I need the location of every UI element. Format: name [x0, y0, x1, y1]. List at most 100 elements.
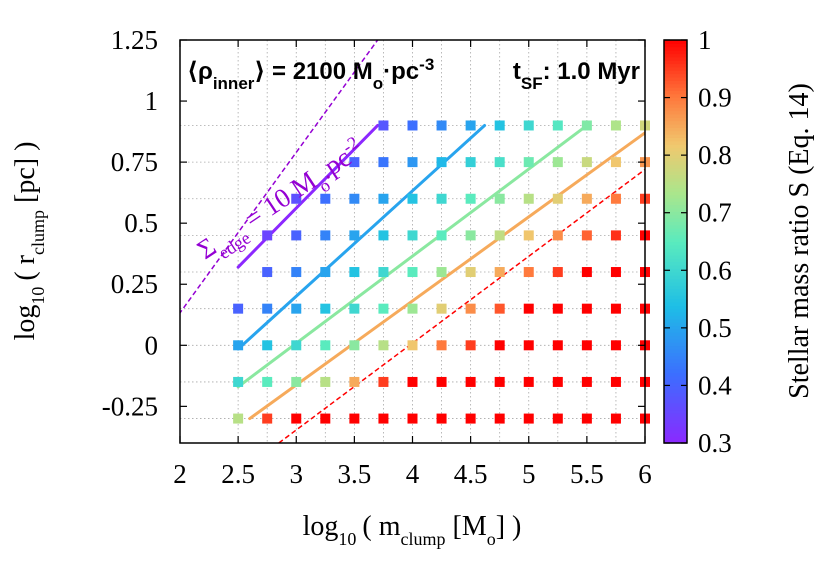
- data-point: [407, 376, 418, 387]
- x-tick-label: 4.5: [454, 459, 488, 489]
- data-point: [523, 120, 534, 131]
- colorbar-segment: [664, 60, 687, 65]
- colorbar-segment: [664, 325, 687, 330]
- x-tick-label: 3: [290, 459, 304, 489]
- colorbar-segment: [664, 355, 687, 360]
- data-point: [436, 157, 447, 168]
- data-point: [349, 376, 360, 387]
- data-point: [291, 193, 302, 204]
- S-one-line: [278, 168, 645, 443]
- colorbar-segment: [664, 395, 687, 400]
- colorbar-segment: [664, 265, 687, 269]
- colorbar-segment: [664, 392, 687, 397]
- colorbar-segment: [664, 184, 687, 189]
- data-point: [610, 157, 621, 168]
- data-point: [262, 303, 273, 314]
- colorbar-segment: [664, 275, 687, 280]
- data-point: [349, 157, 360, 168]
- data-point: [581, 413, 592, 424]
- colorbar-segment: [664, 144, 687, 149]
- data-point: [378, 303, 389, 314]
- colorbar-segment: [664, 362, 687, 367]
- data-point: [494, 376, 505, 387]
- data-point: [436, 303, 447, 314]
- data-point: [523, 267, 534, 278]
- colorbar-segment: [664, 43, 687, 48]
- colorbar-segment: [664, 288, 687, 293]
- colorbar-segment: [664, 76, 687, 81]
- colorbar-segment: [664, 342, 687, 347]
- colorbar-segment: [664, 204, 687, 209]
- data-point: [552, 193, 563, 204]
- data-point: [349, 413, 360, 424]
- data-point: [610, 413, 621, 424]
- data-point: [552, 376, 563, 387]
- colorbar-segment: [664, 305, 687, 310]
- colorbar-segment: [664, 97, 687, 102]
- data-point: [407, 193, 418, 204]
- data-point: [291, 303, 302, 314]
- colorbar-segment: [664, 422, 687, 427]
- data-point: [233, 303, 244, 314]
- colorbar-segment: [664, 194, 687, 199]
- colorbar-segment: [664, 402, 687, 407]
- colorbar-segment: [664, 318, 687, 323]
- colorbar-segment: [664, 285, 687, 290]
- data-point: [320, 376, 331, 387]
- x-axis-title: log10( mclump [Mo] ): [303, 511, 522, 549]
- colorbar-segment: [664, 197, 687, 202]
- colorbar-segment: [664, 238, 687, 243]
- colorbar-segment: [664, 154, 687, 159]
- data-point: [378, 376, 389, 387]
- data-point: [320, 193, 331, 204]
- colorbar-segment: [664, 278, 687, 283]
- y-axis-title: log10( rclump [pc] ): [10, 142, 48, 341]
- data-point: [378, 120, 389, 131]
- colorbar-segment: [664, 399, 687, 404]
- colorbar-segment: [664, 244, 687, 249]
- data-point: [233, 340, 244, 351]
- colorbar-segment: [664, 382, 687, 387]
- data-point: [581, 120, 592, 131]
- colorbar-segment: [664, 56, 687, 61]
- data-point: [436, 120, 447, 131]
- data-point: [610, 340, 621, 351]
- data-point: [610, 303, 621, 314]
- colorbar-segment: [664, 157, 687, 162]
- colorbar-segment: [664, 295, 687, 300]
- data-point: [407, 120, 418, 131]
- colorbar-segment: [664, 379, 687, 384]
- colorbar-segment: [664, 248, 687, 253]
- y-tick-label: 1.25: [111, 25, 158, 55]
- colorbar-segment: [664, 103, 687, 108]
- colorbar-segment: [664, 261, 687, 266]
- axis-ticks: 2 2.5 3 3.5 4 4.5 5 5.5 6 -0.25 0 0.25 0.5 0.75 1 1.25: [102, 25, 652, 489]
- colorbar-segment: [664, 40, 687, 44]
- data-point: [349, 303, 360, 314]
- colorbar-segment: [664, 167, 687, 172]
- data-point: [320, 230, 331, 241]
- colorbar-segment: [664, 308, 687, 313]
- colorbar-segment: [664, 187, 687, 192]
- data-point: [436, 193, 447, 204]
- data-point: [610, 267, 621, 278]
- colorbar-segment: [664, 432, 687, 437]
- data-point: [523, 230, 534, 241]
- data-point: [378, 193, 389, 204]
- colorbar-segment: [664, 50, 687, 55]
- data-point: [581, 340, 592, 351]
- colorbar-segment: [664, 73, 687, 78]
- colorbar-tick-label: 0.9: [698, 83, 732, 113]
- colorbar-segment: [664, 83, 687, 88]
- data-point: [523, 340, 534, 351]
- colorbar-tick-label: 0.8: [698, 140, 732, 170]
- data-point: [378, 267, 389, 278]
- y-tick-label: 0.25: [111, 269, 158, 299]
- data-point: [552, 230, 563, 241]
- data-point: [523, 157, 534, 168]
- x-tick-label: 2: [173, 459, 187, 489]
- data-point: [378, 157, 389, 168]
- data-point: [523, 413, 534, 424]
- colorbar-segment: [664, 214, 687, 219]
